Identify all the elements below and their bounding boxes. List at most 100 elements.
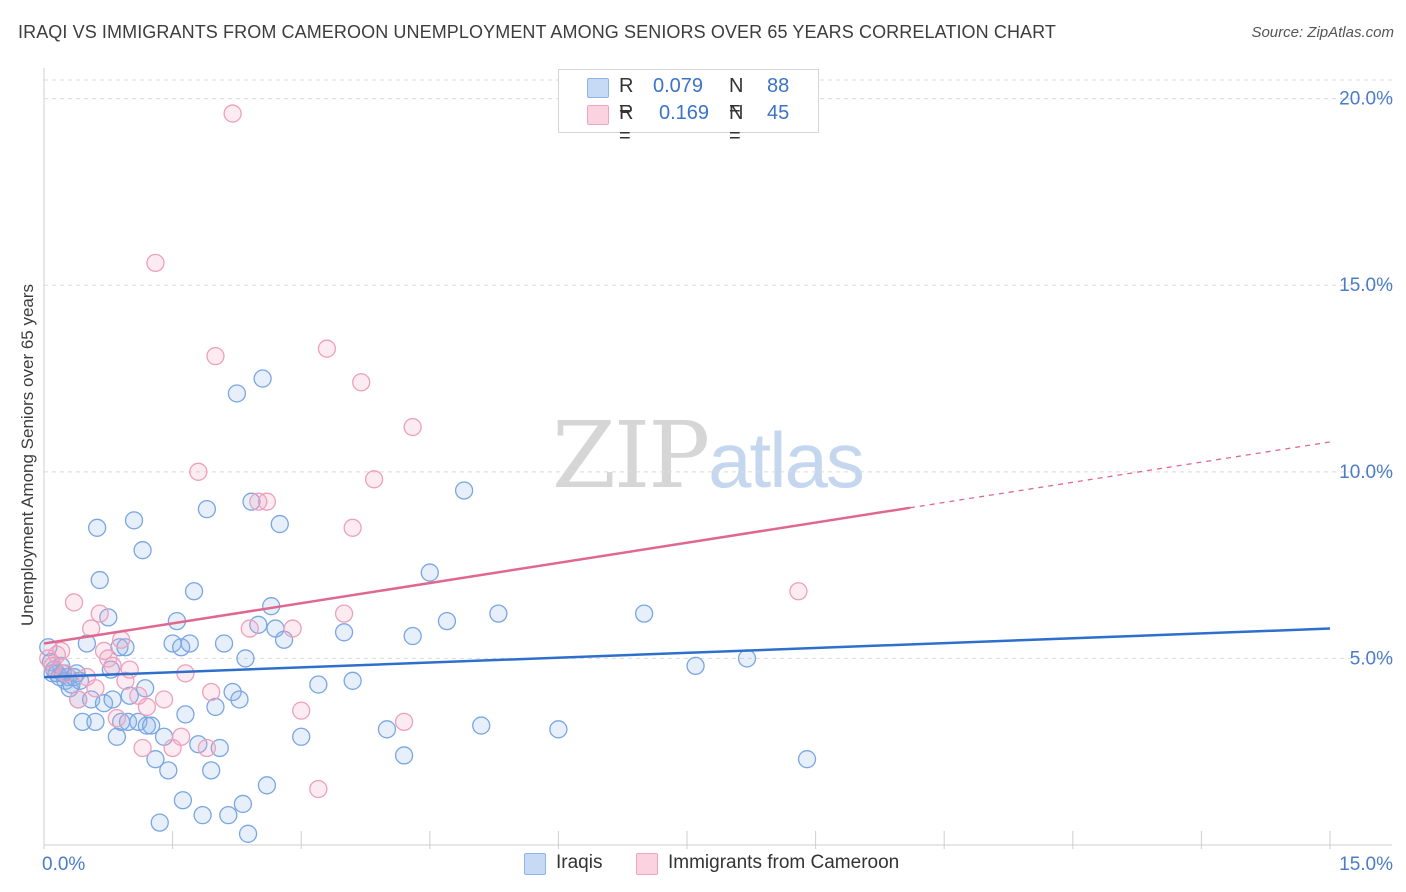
iraqi-point bbox=[334, 623, 354, 642]
iraqi-point bbox=[159, 761, 178, 780]
cameroon-point bbox=[403, 417, 422, 437]
cameroon-point bbox=[51, 641, 71, 661]
iraqi-point bbox=[90, 570, 109, 590]
cameroon-point bbox=[146, 253, 165, 273]
legend-n-label: N = bbox=[729, 75, 744, 120]
cameroon-point bbox=[172, 727, 191, 746]
iraqi-point bbox=[214, 634, 234, 653]
iraqi-point bbox=[737, 649, 757, 668]
correlation-legend: R = 0.079 N = 88 R = 0.169 N = 45 bbox=[558, 69, 819, 147]
watermark: ZIPatlas bbox=[552, 402, 865, 509]
cameroon-point bbox=[364, 470, 384, 489]
iraqi-point bbox=[238, 824, 258, 843]
y-tick-label: 5.0% bbox=[1350, 648, 1393, 669]
iraqi-point bbox=[343, 671, 362, 690]
iraqi-point bbox=[206, 697, 225, 717]
cameroon-point bbox=[309, 779, 328, 799]
iraqis-legend-swatch-icon bbox=[524, 853, 546, 875]
iraqi-point bbox=[223, 682, 242, 702]
cameroon-point bbox=[197, 738, 217, 758]
cameroon-point bbox=[352, 373, 371, 392]
iraqi-point bbox=[253, 369, 272, 388]
iraqi-point bbox=[103, 690, 122, 709]
iraqi-point bbox=[227, 384, 247, 403]
cameroon-point bbox=[789, 582, 808, 601]
cameroon-swatch-icon bbox=[587, 105, 609, 125]
cameroon-point bbox=[64, 593, 84, 612]
watermark-zip: ZIP bbox=[552, 402, 710, 509]
iraqi-point bbox=[142, 716, 161, 735]
cameroon-point bbox=[69, 690, 88, 709]
iraqi-point bbox=[133, 541, 152, 560]
iraqi-point bbox=[107, 727, 127, 746]
iraqi-point bbox=[197, 499, 217, 519]
iraqi-point bbox=[686, 656, 705, 676]
legend-r-label: R = bbox=[619, 75, 634, 120]
cameroon-point bbox=[206, 346, 225, 366]
cameroon-point bbox=[240, 619, 259, 638]
iraqi-point bbox=[73, 712, 92, 732]
iraqi-point bbox=[437, 611, 457, 631]
cameroon-point bbox=[133, 738, 152, 758]
iraqi-point bbox=[210, 738, 229, 758]
legend-label-cameroon: Immigrants from Cameroon bbox=[668, 852, 900, 873]
cameroon-point bbox=[120, 660, 139, 679]
cameroon-point bbox=[107, 708, 127, 728]
iraqi-point bbox=[489, 604, 508, 623]
iraqi-point bbox=[292, 727, 311, 746]
iraqi-point bbox=[77, 634, 97, 653]
cameroon-trend-line bbox=[43, 506, 911, 645]
cameroon-point bbox=[176, 664, 195, 683]
iraqis-trend-line bbox=[43, 627, 1331, 679]
iraqi-point bbox=[233, 794, 253, 814]
cameroon-point bbox=[223, 104, 242, 123]
cameroon-point bbox=[137, 697, 157, 717]
iraqi-point bbox=[403, 626, 422, 646]
legend-n-label: N = bbox=[729, 102, 744, 147]
iraqi-point bbox=[377, 720, 397, 739]
series-legend: Iraqis Immigrants from Cameroon bbox=[0, 851, 1406, 877]
iraqi-point bbox=[184, 582, 204, 601]
legend-n-value: 88 bbox=[767, 75, 790, 97]
legend-n-value: 45 bbox=[767, 102, 790, 124]
cameroon-point bbox=[56, 664, 75, 683]
iraqi-point bbox=[136, 679, 155, 698]
iraqi-point bbox=[193, 805, 212, 825]
iraqi-point bbox=[176, 705, 195, 724]
legend-r-label: R = bbox=[619, 102, 634, 147]
legend-r-value: 0.169 bbox=[659, 102, 710, 124]
cameroon-point bbox=[86, 679, 105, 698]
iraqi-point bbox=[137, 716, 157, 735]
iraqi-point bbox=[150, 813, 169, 832]
iraqi-point bbox=[634, 604, 654, 623]
chart-title: IRAQI VS IMMIGRANTS FROM CAMEROON UNEMPL… bbox=[18, 22, 1057, 42]
cameroon-legend-swatch-icon bbox=[636, 853, 658, 875]
iraqi-point bbox=[797, 750, 817, 769]
iraqi-point bbox=[420, 563, 439, 582]
source-label: Source: ZipAtlas.com bbox=[1251, 24, 1394, 41]
iraqi-point bbox=[454, 481, 474, 500]
cameroon-point bbox=[257, 492, 277, 511]
iraqi-point bbox=[86, 712, 105, 732]
y-tick-label: 10.0% bbox=[1339, 462, 1393, 483]
cameroon-point bbox=[154, 690, 174, 709]
x-tick-label: 0.0% bbox=[42, 854, 85, 875]
iraqi-point bbox=[472, 716, 491, 735]
iraqi-point bbox=[549, 720, 568, 739]
cameroon-point bbox=[334, 604, 354, 623]
legend-label-iraqis: Iraqis bbox=[556, 852, 603, 873]
iraqi-point bbox=[146, 750, 165, 769]
cameroon-point bbox=[116, 671, 135, 690]
iraqi-point bbox=[118, 712, 138, 732]
iraqi-point bbox=[257, 776, 277, 795]
iraqi-point bbox=[180, 634, 199, 653]
cameroon-point bbox=[394, 712, 414, 732]
x-tick-label: 15.0% bbox=[1339, 854, 1393, 875]
iraqi-point bbox=[88, 518, 107, 537]
iraqi-point bbox=[309, 675, 328, 694]
iraqi-point bbox=[173, 791, 193, 810]
iraqis-swatch-icon bbox=[587, 78, 609, 98]
y-tick-label: 20.0% bbox=[1339, 89, 1393, 110]
iraqi-point bbox=[202, 761, 221, 780]
